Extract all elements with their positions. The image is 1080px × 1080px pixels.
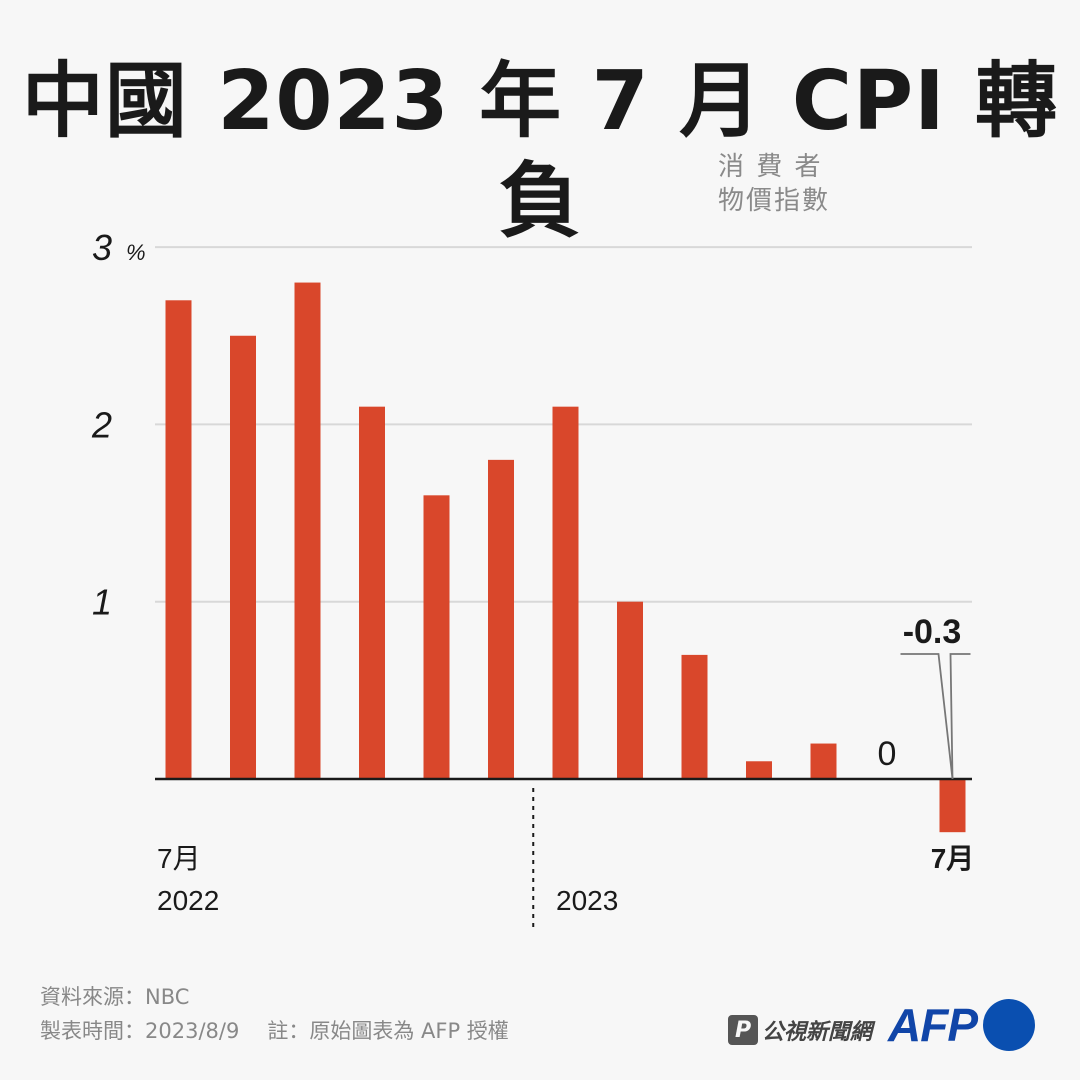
bar-2022-12 (488, 459, 514, 779)
pts-news-logo: P 公視新聞網 (728, 1014, 872, 1046)
bar-2022-07 (165, 300, 192, 779)
bar-2023-03 (681, 654, 708, 779)
leader-line-left (900, 653, 954, 780)
pts-logo-text: 公視新聞網 (762, 1020, 873, 1045)
data-label-2023-06: 0 (878, 735, 897, 773)
y-tick-label: 1 (92, 582, 112, 623)
unit-note-line1: 消 費 者 (718, 152, 823, 182)
y-tick-label: 2 (91, 404, 112, 445)
x-label-start-year: 2022 (157, 885, 219, 916)
x-label-end-month: 7月 (931, 843, 975, 874)
bar-2022-09 (294, 282, 321, 779)
bar-2023-01 (552, 406, 579, 779)
bar-2023-05 (810, 743, 837, 779)
footer: 資料來源：NBC 製表時間：2023/8/9 註：原始圖表為 AFP 授權 (40, 980, 509, 1048)
source-text: 資料來源：NBC (40, 985, 190, 1009)
bar-2022-08 (230, 335, 256, 779)
x-label-year-break: 2023 (556, 885, 618, 916)
unit-note: 消 費 者 物價指數 (718, 150, 830, 218)
afp-logo-dot (983, 999, 1035, 1051)
afp-logo-text: AFP (888, 999, 978, 1051)
note-text: 註：原始圖表為 AFP 授權 (267, 1019, 509, 1043)
y-unit-label: % (126, 240, 146, 265)
bar-2022-10 (359, 406, 385, 779)
y-tick-label: 3 (92, 227, 112, 268)
afp-logo: AFP (888, 998, 1035, 1052)
bar-2023-04 (746, 761, 772, 779)
made-time-text: 製表時間：2023/8/9 (40, 1019, 240, 1043)
pts-logo-mark: P (728, 1015, 758, 1045)
unit-note-line2: 物價指數 (718, 186, 831, 216)
bar-2023-07 (939, 779, 966, 833)
bar-2023-02 (617, 601, 643, 779)
bar-2022-11 (423, 495, 450, 779)
x-label-start-month: 7月 (157, 843, 201, 874)
leader-line-right (949, 653, 971, 780)
chart-title: 中國 2023 年 7 月 CPI 轉負 (21, 54, 1059, 249)
data-label-2023-07: -0.3 (903, 613, 962, 651)
